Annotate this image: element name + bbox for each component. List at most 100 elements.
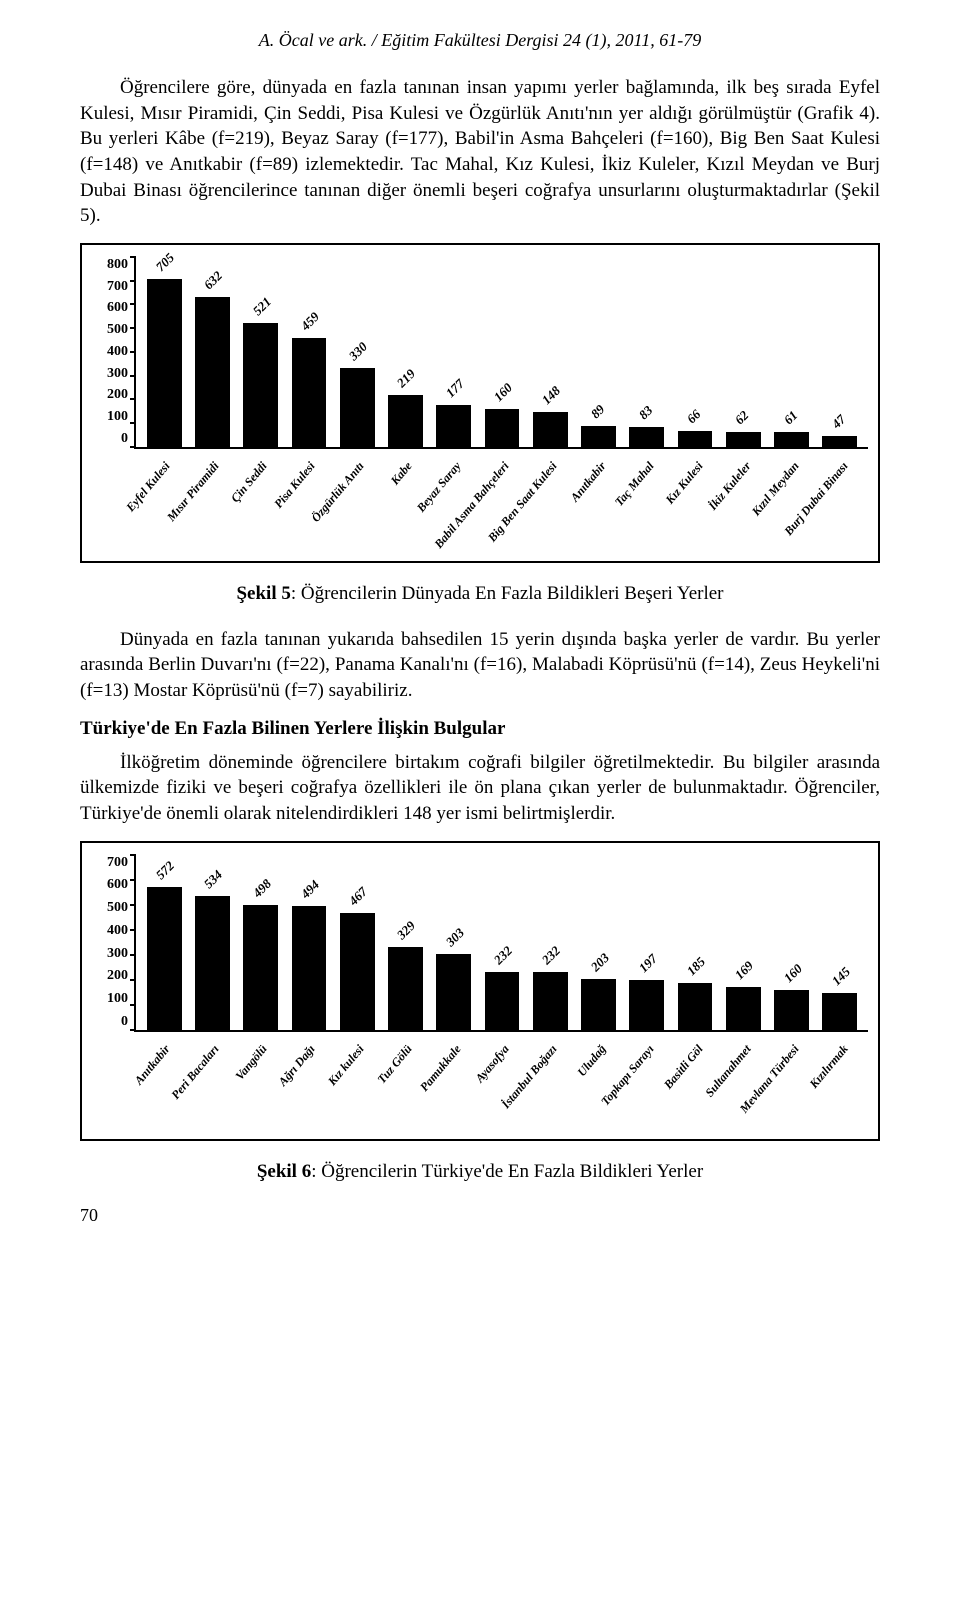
bar: 169	[719, 987, 767, 1029]
bar-value-label: 66	[684, 407, 705, 428]
bar: 47	[816, 436, 864, 447]
bar-rect	[485, 409, 520, 447]
y-tick-label: 100	[92, 409, 128, 425]
bar-value-label: 467	[346, 884, 371, 909]
y-tick-label: 400	[92, 344, 128, 360]
bar-value-label: 329	[394, 918, 419, 943]
chart-1-yaxis: 8007006005004003002001000	[92, 257, 128, 447]
bar: 145	[816, 993, 864, 1029]
chart-2-plot: 5725344984944673293032322322031971851691…	[134, 855, 868, 1032]
page: A. Öcal ve ark. / Eğitim Fakültesi Dergi…	[0, 0, 960, 1266]
bar: 148	[526, 412, 574, 447]
bar-rect	[533, 412, 568, 447]
x-label: Kızılırmak	[816, 1038, 864, 1133]
paragraph-1: Öğrencilere göre, dünyada en fazla tanın…	[80, 75, 880, 229]
bar: 160	[767, 990, 815, 1030]
x-label: Mısır Piramidi	[186, 455, 234, 555]
y-tick-label: 400	[92, 923, 128, 939]
bar-value-label: 83	[635, 403, 656, 424]
page-number: 70	[80, 1205, 880, 1226]
x-label: Kız kulesi	[332, 1038, 380, 1133]
y-tick-label: 0	[92, 1014, 128, 1030]
bar: 83	[623, 427, 671, 447]
bar-value-label: 160	[491, 380, 516, 405]
y-tick-label: 300	[92, 366, 128, 382]
bar: 232	[478, 972, 526, 1030]
bar: 330	[333, 368, 381, 446]
bar-value-label: 62	[732, 408, 753, 429]
bar-rect	[147, 279, 182, 446]
chart-1: 8007006005004003002001000 70563252145933…	[92, 257, 868, 555]
bar-value-label: 197	[635, 951, 660, 976]
bar-value-label: 498	[249, 876, 274, 901]
chart-1-yaxis-spacer	[92, 449, 128, 555]
bar-rect	[581, 979, 616, 1030]
section-heading: Türkiye'de En Fazla Bilinen Yerlere İliş…	[80, 718, 880, 740]
chart-2-xlabels: AnıtkabirPeri BacalarıVangölüAğrı DağıKı…	[134, 1038, 868, 1133]
bar: 66	[671, 431, 719, 447]
y-tick-label: 500	[92, 322, 128, 338]
y-tick-label: 500	[92, 900, 128, 916]
bar: 160	[478, 409, 526, 447]
chart-2-yaxis-spacer	[92, 1032, 128, 1133]
bar-rect	[485, 972, 520, 1030]
bar-rect	[292, 906, 327, 1030]
bar-rect	[822, 993, 857, 1029]
chart-1-container: 8007006005004003002001000 70563252145933…	[80, 243, 880, 563]
bar-value-label: 534	[201, 867, 226, 892]
bar-rect	[243, 323, 278, 447]
bar-value-label: 232	[491, 943, 516, 968]
chart-1-xlabels: Eyfel KulesiMısır PiramidiÇin SeddiPisa …	[134, 455, 868, 555]
y-tick-label: 700	[92, 855, 128, 871]
bar: 467	[333, 913, 381, 1030]
caption-2-bold: Şekil 6	[257, 1161, 311, 1182]
bar-value-label: 330	[346, 339, 371, 364]
bar: 303	[430, 954, 478, 1030]
bar-value-label: 160	[780, 961, 805, 986]
bar-rect	[243, 905, 278, 1030]
x-label: Anıtkabir	[574, 455, 622, 555]
bar-value-label: 705	[153, 250, 178, 275]
bar-rect	[678, 983, 713, 1029]
chart-2-caption: Şekil 6: Öğrencilerin Türkiye'de En Fazl…	[80, 1161, 880, 1183]
y-tick-label: 0	[92, 431, 128, 447]
caption-1-bold: Şekil 5	[236, 583, 290, 604]
bar-rect	[340, 913, 375, 1030]
paragraph-2: Dünyada en fazla tanınan yukarıda bahsed…	[80, 627, 880, 704]
bar: 89	[574, 426, 622, 447]
bar-value-label: 169	[732, 958, 757, 983]
bar: 494	[285, 906, 333, 1030]
bar-rect	[726, 432, 761, 447]
chart-1-caption: Şekil 5: Öğrencilerin Dünyada En Fazla B…	[80, 583, 880, 605]
y-tick-label: 200	[92, 387, 128, 403]
bar-value-label: 89	[587, 401, 608, 422]
bar-rect	[629, 980, 664, 1029]
bar-value-label: 632	[201, 268, 226, 293]
bar: 459	[285, 338, 333, 447]
bar: 521	[237, 323, 285, 447]
chart-1-plot: 705632521459330219177160148898366626147	[134, 257, 868, 449]
x-label: İstanbul Boğazı	[525, 1038, 573, 1133]
bar-rect	[774, 432, 809, 446]
chart-2: 7006005004003002001000 57253449849446732…	[92, 855, 868, 1133]
bar: 572	[140, 887, 188, 1030]
bar-value-label: 145	[829, 964, 854, 989]
bar-rect	[726, 987, 761, 1029]
y-tick-label: 100	[92, 991, 128, 1007]
chart-2-yaxis: 7006005004003002001000	[92, 855, 128, 1030]
bar: 177	[430, 405, 478, 447]
chart-2-inner: 7006005004003002001000 57253449849446732…	[92, 855, 868, 1032]
x-label: Pamukkale	[428, 1038, 476, 1133]
bar-rect	[388, 395, 423, 447]
y-tick-label: 600	[92, 877, 128, 893]
bar-rect	[292, 338, 327, 447]
bar: 498	[237, 905, 285, 1030]
bar-value-label: 177	[442, 376, 467, 401]
bar-value-label: 303	[442, 925, 467, 950]
bar: 61	[767, 432, 815, 446]
bar-value-label: 219	[394, 366, 419, 391]
x-label: Mevlana Türbesi	[767, 1038, 815, 1133]
y-tick-label: 700	[92, 279, 128, 295]
bar-value-label: 572	[153, 858, 178, 883]
x-label: Burj Dubai Binası	[816, 455, 864, 555]
